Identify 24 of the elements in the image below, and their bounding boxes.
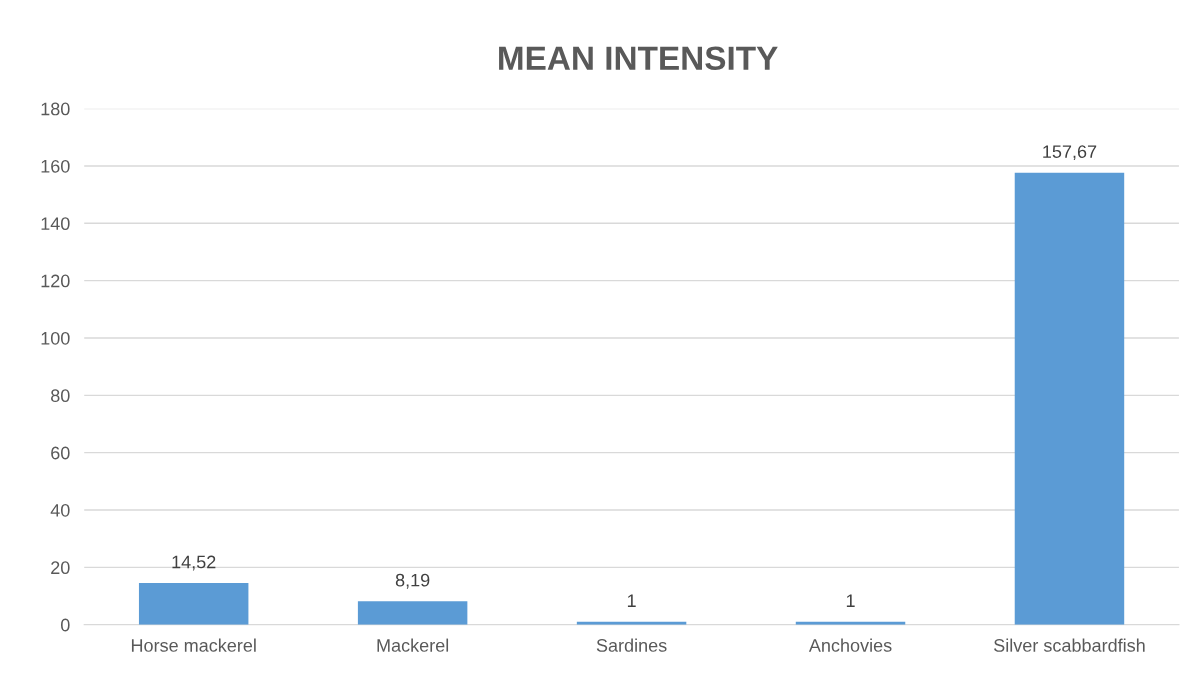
data-label: 1 [627,594,636,607]
x-tick-label: Mackerel [377,638,449,652]
bar [138,583,249,625]
data-label: 157,67 [1043,145,1097,161]
data-label: 14,52 [172,555,216,571]
data-label: 8,19 [395,573,430,589]
x-tick-label: Anchovies [808,638,892,652]
x-tick-label: Horse mackerel [131,638,256,652]
y-tick-label: 180 [41,102,70,116]
y-tick-label: 140 [41,217,70,231]
y-tick-label: 20 [51,561,70,575]
x-tick-label: Silver scabbardfish [994,638,1145,652]
chart-title: MEAN INTENSITY [499,46,778,71]
y-tick-label: 0 [60,618,70,632]
y-tick-label: 120 [41,274,70,288]
y-tick-label: 80 [51,389,70,403]
y-tick-label: 160 [41,159,70,173]
bar [357,601,468,625]
y-tick-label: 100 [41,331,70,345]
y-tick-label: 40 [50,503,70,517]
data-label: 1 [846,594,855,607]
x-tick-label: Sardines [596,638,667,652]
y-tick-label: 60 [51,446,70,460]
bar [1014,172,1125,625]
